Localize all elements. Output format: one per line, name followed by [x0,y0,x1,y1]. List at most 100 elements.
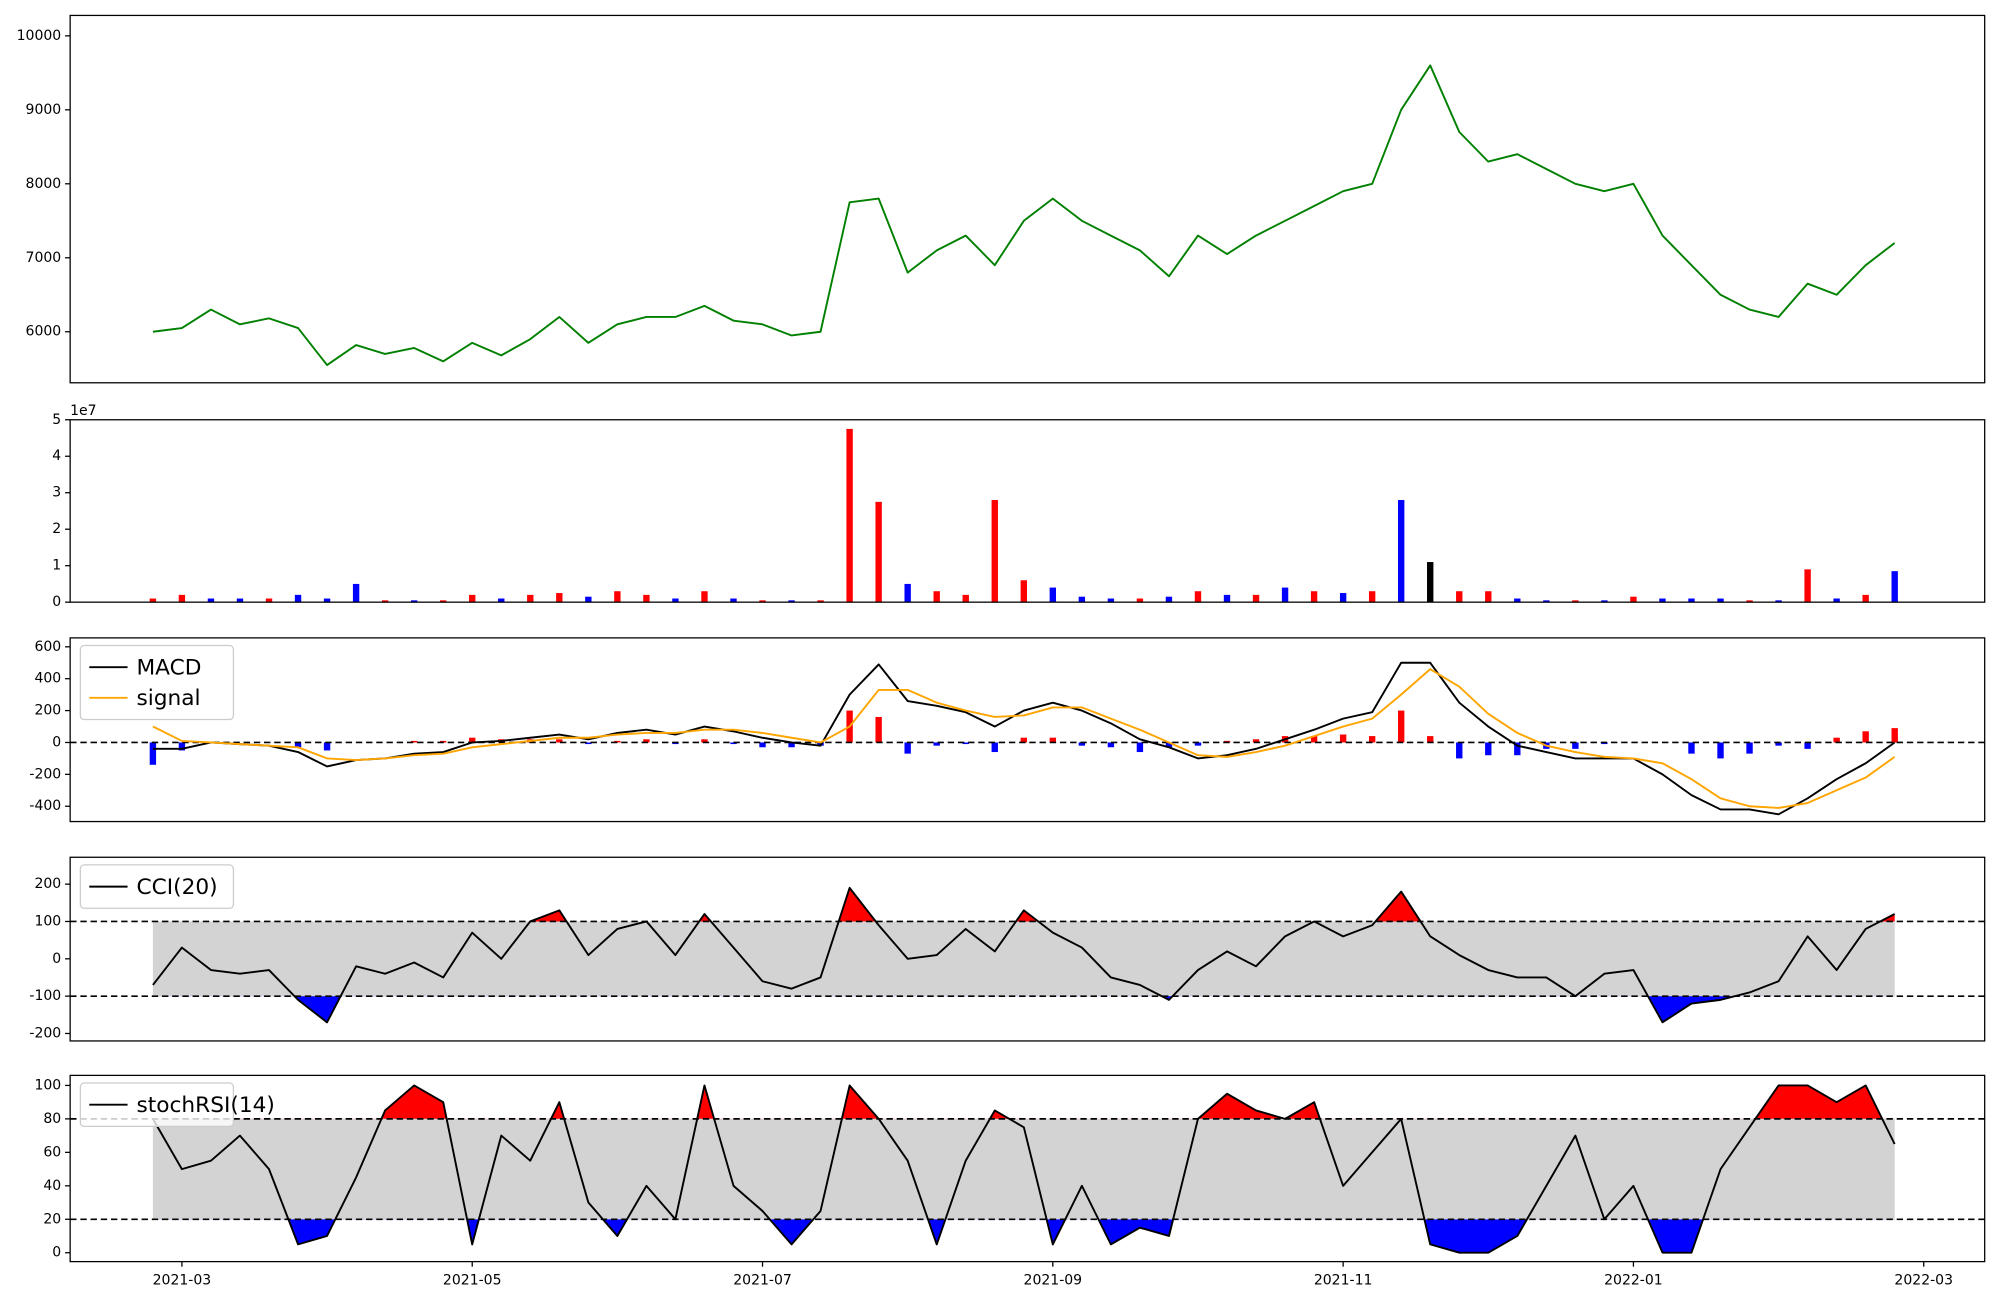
x-tick-label: 2022-01 [1604,1273,1663,1289]
y-tick-label: 80 [43,1111,61,1127]
legend: CCI(20) [79,864,235,909]
histogram-bar [1717,742,1724,759]
y-tick-label: 6000 [26,324,62,340]
volume-bar [440,600,447,603]
y-tick-label: 200 [34,876,61,892]
indicator-line [152,668,1896,809]
histogram-bar [1194,742,1202,746]
panel: 6000 7000 8000 9000 10000 [17,14,1986,384]
volume-bar [469,594,476,603]
volume-bar [1281,587,1289,603]
legend-label: CCI(20) [136,875,217,900]
histogram-bar [1456,742,1463,759]
volume-bar [1833,598,1840,603]
volume-bar [614,591,621,603]
y-tick-label: 200 [34,703,61,719]
histogram-bar [614,740,621,743]
y-tick-label: 0 [52,594,61,610]
y-tick-label: 0 [52,1245,61,1261]
volume-bar [1891,571,1898,603]
x-tick-label: 2021-03 [153,1273,212,1289]
volume-bar [1165,596,1173,603]
histogram-bar [1020,737,1027,743]
histogram-bar [1427,736,1434,743]
volume-bar [410,600,418,603]
y-tick-label: 5 [52,412,61,428]
y-tick-label: 1 [52,558,61,574]
volume-bar [933,591,940,603]
histogram-bar [556,739,563,743]
plot-frame [69,419,1986,603]
histogram-bar [1252,739,1260,743]
volume-bar [556,593,563,603]
y-tick-label: 600 [34,639,61,655]
y-tick-label: 0 [52,734,61,750]
legend-box [79,1082,235,1128]
y-tick-label: 400 [34,671,61,687]
x-tick-label: 2021-11 [1314,1273,1373,1289]
y-tick-label: 4 [52,448,61,464]
y-tick-label: -400 [29,798,61,814]
histogram-bar [323,742,331,751]
histogram-bar [410,740,418,743]
legend: MACD signal [79,644,235,721]
volume-bar [759,600,766,603]
histogram-bar [294,742,302,748]
histogram-bar [469,737,476,743]
histogram-bar [1078,742,1086,746]
plot-frame [69,14,1986,384]
volume-bar [1572,600,1579,603]
y-tick-label: 3 [52,485,61,501]
legend-box [79,644,235,721]
x-tick-label: 2021-07 [733,1273,792,1289]
indicator-line [152,661,1896,816]
volume-bar [1456,591,1463,603]
volume-bar [178,594,186,603]
volume-bar [294,594,302,603]
histogram-bar [149,742,157,765]
volume-bar [207,598,215,603]
volume-bar [1020,580,1027,603]
histogram-bar [788,742,795,748]
volume-bar [1630,596,1637,603]
histogram-bar [1165,742,1173,748]
histogram-bar [1775,742,1782,746]
volume-bar [1136,598,1144,603]
volume-bar [1049,587,1057,603]
y-tick-label: 100 [34,1077,61,1093]
legend: stochRSI(14) [79,1082,275,1128]
volume-bar [1746,600,1753,603]
volume-bar [962,594,969,603]
volume-bar [381,600,389,603]
y-tick-label: 100 [34,913,61,929]
volume-bar [1688,598,1695,603]
overbought-fill [152,887,1895,922]
volume-bar [817,600,824,603]
volume-bar [527,594,534,603]
histogram-bar [643,739,650,743]
y-tick-label: 20 [43,1211,61,1227]
volume-bar [585,596,592,603]
x-tick-label: 2022-03 [1894,1273,1953,1289]
volume-bar [352,583,360,603]
plot-frame [69,856,1986,1042]
legend-label: MACD [136,655,201,680]
y-tick-label: -200 [29,766,61,782]
histogram-bar [1310,736,1318,743]
y-tick-label: 40 [43,1178,61,1194]
histogram-bar [701,739,708,743]
y-tick-label: -100 [29,988,61,1004]
volume-bar [1397,500,1405,603]
histogram-bar [1339,734,1347,743]
volume-bar [149,598,157,603]
histogram-bar [904,742,911,754]
histogram-bar [991,742,998,753]
indicator-line [152,886,1896,1024]
volume-bar [846,428,853,603]
legend-label: stochRSI(14) [136,1093,274,1118]
volume-bar [1717,598,1724,603]
price-line [152,64,1896,367]
volume-bar [1862,594,1869,603]
histogram-bar [1891,728,1898,743]
volume-bar [323,598,331,603]
